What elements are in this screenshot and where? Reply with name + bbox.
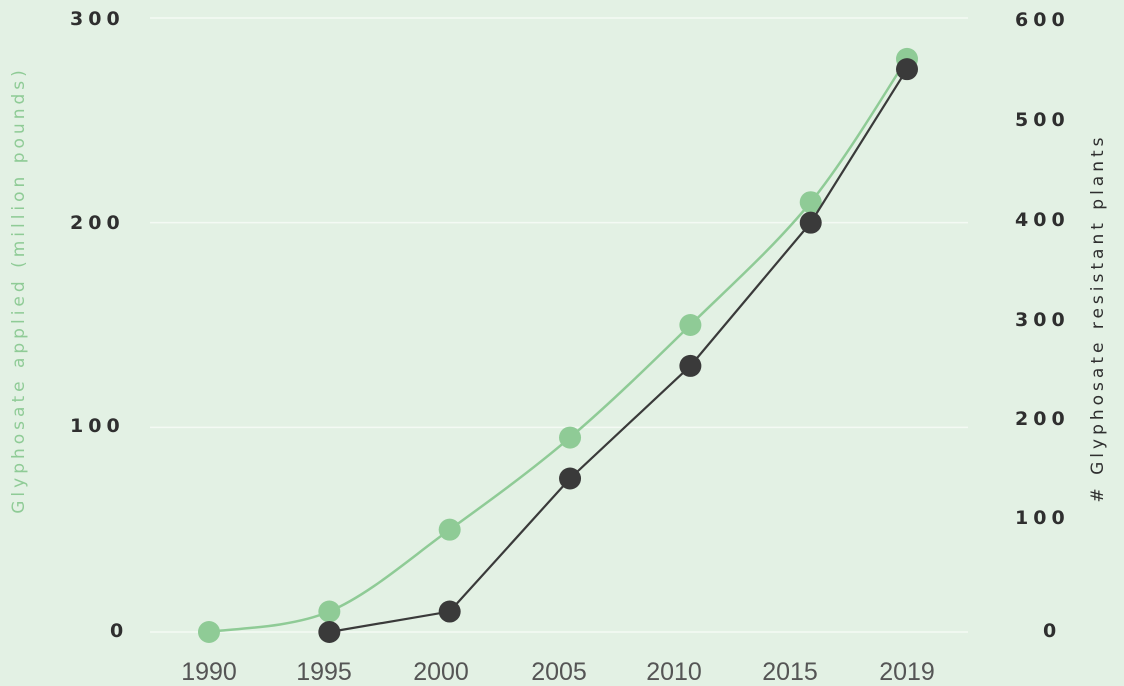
series-2-line	[329, 68, 908, 634]
y-axis-left-title: Glyphosate applied (million pounds)	[9, 66, 29, 514]
gridlines	[150, 17, 968, 633]
x-tick-1995: 1995	[296, 658, 352, 686]
series-2-point-2015	[799, 211, 822, 234]
y-left-tick-0: 0	[110, 620, 128, 642]
y-left-tick-300: 300	[70, 8, 125, 30]
x-tick-2000: 2000	[413, 658, 469, 686]
series-2-point-1995	[318, 621, 341, 643]
series-layer	[198, 47, 918, 643]
series-1-point-2000	[438, 518, 461, 541]
y-left-tick-200: 200	[70, 212, 125, 234]
x-tick-1990: 1990	[181, 658, 237, 686]
y-right-tick-600: 600	[1015, 9, 1070, 31]
y-right-tick-500: 500	[1015, 109, 1070, 131]
series-2-point-2005	[559, 467, 582, 490]
series-1-point-1995	[318, 600, 341, 623]
series-1-point-2005	[559, 426, 582, 449]
y-right-tick-200: 200	[1015, 408, 1070, 430]
series-1-point-2010	[679, 314, 702, 336]
x-tick-2005: 2005	[531, 658, 587, 686]
series-1-line	[208, 58, 909, 634]
series-2-point-2010	[679, 354, 702, 377]
y-axis-right-title: # Glyphosate resistant plants	[1088, 133, 1108, 502]
series-2-point-2019	[896, 58, 918, 81]
series-1-point-1990	[198, 621, 220, 643]
y-right-tick-100: 100	[1015, 507, 1070, 529]
y-right-tick-300: 300	[1015, 309, 1070, 331]
y-left-tick-100: 100	[70, 415, 125, 437]
series-1-point-2015	[799, 191, 822, 214]
y-right-tick-0: 0	[1043, 620, 1061, 642]
y-right-tick-400: 400	[1015, 209, 1070, 231]
x-tick-2015: 2015	[762, 658, 818, 686]
x-tick-2010: 2010	[646, 658, 702, 686]
x-tick-2019: 2019	[879, 658, 935, 686]
series-2-point-2000	[438, 600, 461, 623]
